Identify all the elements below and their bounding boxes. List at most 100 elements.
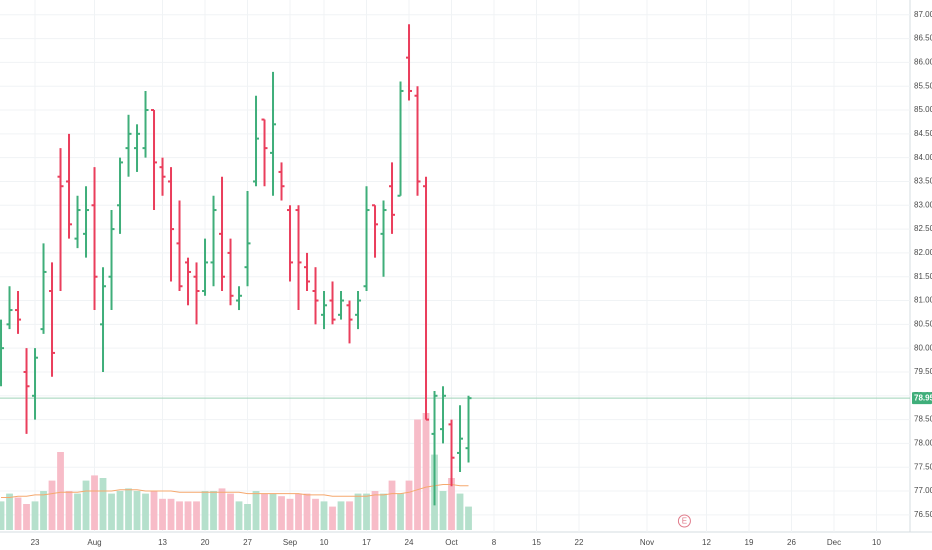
volume-bar — [227, 493, 234, 530]
y-tick-label: 86.00 — [914, 58, 932, 67]
y-tick-label: 85.50 — [914, 81, 932, 90]
earnings-label: E — [682, 517, 687, 526]
volume-bar — [320, 501, 328, 530]
x-tick-label: 26 — [787, 538, 796, 547]
volume-bar — [414, 419, 421, 530]
volume-bar — [456, 493, 464, 530]
x-tick-label: Sep — [283, 538, 298, 547]
volume-bar — [6, 493, 13, 530]
volume-bar — [91, 475, 98, 530]
volume-bar — [201, 491, 209, 530]
volume-bar — [312, 498, 319, 530]
volume-bar — [210, 491, 217, 530]
volume-bar — [278, 496, 285, 530]
y-tick-label: 77.50 — [914, 462, 932, 471]
y-tick-label: 83.50 — [914, 177, 932, 186]
y-tick-label: 78.50 — [914, 415, 932, 424]
x-tick-label: 17 — [362, 538, 371, 547]
volume-bar — [244, 504, 251, 530]
volume-ma-line — [1, 484, 469, 498]
volume-bar — [380, 493, 387, 530]
y-tick-label: 81.50 — [914, 272, 932, 281]
y-tick-label: 86.50 — [914, 34, 932, 43]
y-tick-label: 87.00 — [914, 10, 932, 19]
volume-bar — [40, 491, 47, 530]
x-tick-label: Dec — [827, 538, 841, 547]
x-tick-label: Oct — [445, 538, 458, 547]
volume-bar — [218, 488, 226, 530]
y-tick-label: 77.00 — [914, 486, 932, 495]
volume-bar — [465, 506, 472, 530]
volume-bar — [397, 493, 404, 530]
volume-bar — [159, 498, 166, 530]
x-tick-label: 13 — [158, 538, 167, 547]
volume-bar — [439, 491, 447, 530]
volume-bar — [184, 501, 192, 530]
volume-bar — [269, 493, 277, 530]
y-tick-label: 83.00 — [914, 200, 932, 209]
volume-bar — [65, 491, 73, 530]
volume-bar — [14, 497, 22, 530]
volume-bar — [388, 480, 396, 530]
y-tick-label: 78.00 — [914, 439, 932, 448]
volume-bar — [74, 493, 81, 530]
volume-bar — [142, 493, 149, 530]
volume-bar — [286, 498, 294, 530]
volume-bar — [303, 493, 311, 530]
volume-bar — [23, 504, 30, 530]
volume-bar — [0, 501, 5, 530]
x-tick-label: 22 — [575, 538, 584, 547]
volume-bar — [405, 480, 413, 530]
earnings-marker — [677, 514, 691, 528]
volume-bar — [176, 501, 183, 530]
last-price-box — [912, 392, 932, 405]
volume-bar — [448, 478, 455, 530]
y-tick-label: 84.50 — [914, 129, 932, 138]
x-tick-label: 10 — [320, 538, 329, 547]
volume-bar — [108, 493, 115, 530]
x-tick-label: Aug — [87, 538, 101, 547]
x-tick-label: 23 — [31, 538, 40, 547]
x-tick-label: 8 — [492, 538, 497, 547]
volume-bar — [125, 488, 132, 530]
volume-bar — [295, 493, 302, 530]
volume-bar — [150, 491, 158, 530]
volume-bar — [116, 491, 124, 530]
volume-bar — [133, 491, 141, 530]
volume-bar — [363, 493, 370, 530]
volume-bar — [329, 506, 336, 530]
y-tick-label: 82.50 — [914, 224, 932, 233]
y-tick-label: 81.00 — [914, 296, 932, 305]
volume-bar — [31, 501, 39, 530]
volume-bar — [261, 493, 268, 530]
last-price-label: 78.95 — [914, 393, 932, 402]
volume-bar — [82, 480, 90, 530]
y-tick-label: 84.00 — [914, 153, 932, 162]
volume-bar — [235, 501, 243, 530]
volume-bar — [252, 491, 260, 530]
y-tick-label: 80.50 — [914, 319, 932, 328]
x-tick-label: 24 — [405, 538, 414, 547]
y-tick-label: 79.50 — [914, 367, 932, 376]
x-tick-label: 10 — [872, 538, 881, 547]
volume-bar — [48, 480, 56, 530]
volume-bar — [422, 413, 430, 530]
x-tick-label: 15 — [532, 538, 541, 547]
y-tick-label: 82.00 — [914, 248, 932, 257]
volume-bar — [193, 501, 200, 530]
volume-bar — [371, 491, 379, 530]
y-tick-label: 85.00 — [914, 105, 932, 114]
volume-bar — [337, 501, 345, 530]
volume-bar — [167, 498, 175, 530]
y-tick-label: 80.00 — [914, 343, 932, 352]
x-tick-label: 20 — [201, 538, 210, 547]
y-tick-label: 76.50 — [914, 510, 932, 519]
x-tick-label: 19 — [745, 538, 754, 547]
volume-bar — [57, 452, 64, 530]
volume-bar — [346, 501, 353, 530]
x-tick-label: Nov — [640, 538, 654, 547]
volume-bar — [99, 478, 107, 530]
